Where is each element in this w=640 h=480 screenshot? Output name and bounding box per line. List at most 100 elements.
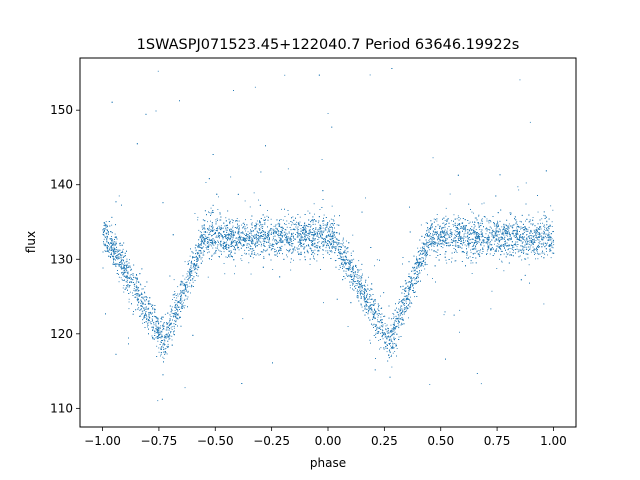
data-point [424, 268, 426, 270]
data-point [262, 236, 264, 237]
data-point [519, 255, 521, 257]
data-point [142, 288, 144, 290]
data-point [425, 252, 427, 253]
data-point [230, 233, 232, 234]
data-point [152, 308, 154, 310]
data-point [183, 291, 185, 293]
data-point [310, 225, 312, 227]
data-point [247, 231, 249, 233]
data-point [529, 221, 531, 222]
data-point [242, 222, 244, 224]
data-point [341, 262, 342, 264]
data-point [170, 322, 172, 324]
data-point [378, 332, 379, 334]
data-point [188, 285, 190, 287]
data-point [362, 291, 364, 293]
data-point [182, 290, 184, 291]
data-point [369, 290, 371, 291]
data-point [476, 217, 477, 219]
data-point [183, 307, 185, 309]
data-point [463, 252, 465, 253]
data-point [445, 207, 447, 209]
data-point [425, 253, 427, 255]
data-point [547, 230, 549, 232]
data-point [309, 264, 311, 265]
data-point [486, 218, 488, 220]
data-point [284, 244, 286, 246]
data-point [404, 307, 406, 308]
data-point [410, 278, 412, 279]
data-point [519, 79, 521, 81]
data-point [393, 318, 394, 319]
data-point [399, 313, 401, 315]
data-point [161, 319, 163, 320]
data-point [140, 302, 142, 304]
data-point [281, 208, 282, 210]
data-point [252, 249, 254, 251]
data-point [417, 251, 419, 253]
data-point [524, 232, 525, 233]
data-point [185, 283, 187, 285]
data-point [493, 231, 494, 232]
data-point [406, 308, 408, 310]
data-point [308, 233, 310, 235]
data-point [142, 302, 144, 304]
data-point [170, 327, 172, 329]
data-point [442, 247, 444, 249]
data-point [227, 227, 229, 229]
data-point [264, 216, 266, 218]
data-point [164, 348, 166, 350]
data-point [262, 244, 264, 246]
data-point [127, 277, 129, 279]
data-point [177, 313, 179, 315]
data-point [427, 242, 429, 244]
data-point [142, 306, 143, 308]
data-point [284, 74, 286, 76]
data-point [219, 219, 221, 221]
data-point [181, 284, 183, 286]
data-point [288, 251, 290, 253]
data-point [234, 234, 235, 236]
data-point [526, 234, 528, 235]
data-point [199, 235, 201, 237]
data-point [541, 232, 543, 234]
data-point [147, 322, 149, 324]
data-point [506, 254, 508, 256]
data-point [215, 236, 217, 238]
data-point [300, 228, 302, 230]
data-point [527, 236, 529, 238]
data-point [232, 232, 234, 234]
data-point [282, 229, 284, 231]
data-point [135, 289, 136, 291]
data-point [234, 232, 236, 234]
data-point [197, 216, 199, 218]
data-point [217, 240, 219, 242]
data-point [365, 289, 367, 291]
data-point [382, 331, 383, 333]
data-point [217, 246, 218, 248]
data-point [146, 316, 148, 318]
data-point [288, 213, 289, 215]
data-point [305, 225, 307, 226]
data-point [210, 213, 212, 215]
data-point [500, 249, 502, 250]
data-point [113, 244, 115, 246]
data-point [232, 227, 234, 229]
data-point [125, 271, 127, 273]
data-point [272, 269, 274, 270]
data-point [297, 233, 299, 234]
data-point [304, 223, 305, 225]
data-point [455, 225, 457, 227]
data-point [501, 231, 503, 233]
data-point [308, 232, 310, 234]
data-point [203, 239, 205, 241]
data-point [471, 226, 473, 228]
data-point [234, 273, 235, 275]
data-point [337, 258, 339, 259]
data-point [232, 231, 234, 233]
data-point [289, 250, 291, 252]
data-point [347, 247, 349, 249]
data-point [209, 232, 211, 234]
data-point [211, 259, 212, 260]
data-point [470, 249, 471, 251]
